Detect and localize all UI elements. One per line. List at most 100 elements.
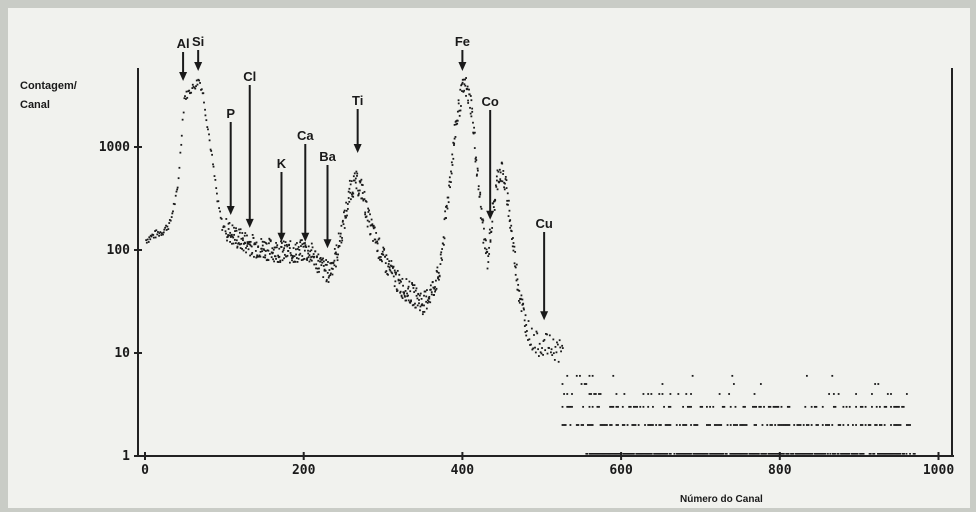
tail-point	[650, 393, 653, 395]
tail-point	[786, 424, 789, 426]
tail-point	[782, 424, 784, 426]
tail-point	[626, 424, 629, 426]
baseline-point	[602, 453, 604, 455]
data-point	[314, 250, 317, 253]
data-point	[368, 209, 370, 212]
data-point	[382, 246, 385, 249]
data-point	[390, 260, 393, 262]
data-point	[272, 251, 274, 254]
data-point	[355, 170, 358, 173]
data-point	[302, 242, 305, 245]
data-point	[260, 238, 263, 240]
tail-point	[752, 405, 754, 408]
data-point	[513, 245, 516, 248]
baseline-point	[790, 453, 792, 455]
tail-point	[588, 393, 591, 395]
data-point	[280, 240, 282, 243]
data-point	[448, 184, 450, 187]
baseline-point	[659, 453, 661, 455]
data-point	[195, 85, 197, 88]
baseline-point	[619, 453, 622, 455]
data-point	[275, 258, 277, 260]
data-point	[450, 161, 453, 164]
data-point	[400, 295, 403, 298]
data-point	[365, 215, 368, 218]
tail-point	[815, 405, 818, 408]
baseline-point	[824, 453, 827, 455]
annotation-label: Si	[192, 34, 204, 49]
data-point	[450, 170, 452, 173]
baseline-point	[711, 453, 714, 455]
data-point	[280, 246, 283, 248]
data-point	[210, 150, 213, 152]
baseline-point	[779, 453, 782, 455]
baseline-point	[637, 453, 640, 455]
data-point	[281, 242, 283, 244]
data-point	[181, 118, 184, 121]
data-point	[311, 255, 314, 258]
tail-point	[648, 424, 651, 426]
data-point	[453, 137, 456, 140]
data-point	[378, 256, 381, 259]
data-point	[318, 267, 320, 270]
data-point	[512, 237, 514, 239]
data-point	[297, 257, 300, 260]
data-point	[464, 78, 466, 81]
baseline-point	[640, 453, 642, 455]
annotation-arrow-head	[540, 311, 549, 321]
tail-point	[894, 405, 897, 408]
data-point	[264, 250, 267, 252]
data-point	[430, 291, 433, 294]
tail-point	[685, 393, 688, 395]
data-point	[405, 278, 408, 280]
baseline-point	[881, 453, 884, 455]
baseline-point	[821, 453, 823, 455]
baseline-point	[596, 453, 598, 455]
data-point	[347, 197, 350, 199]
tail-point	[606, 424, 608, 426]
baseline-point	[754, 453, 757, 455]
data-point	[412, 287, 415, 289]
tail-point	[604, 424, 607, 426]
tail-point	[837, 393, 840, 395]
data-point	[233, 238, 236, 241]
tail-point	[775, 405, 778, 408]
data-point	[515, 279, 518, 282]
data-point	[474, 157, 477, 160]
annotation-label: P	[226, 106, 235, 121]
annotation-p: P	[226, 106, 235, 215]
data-point	[286, 245, 289, 248]
tail-point	[894, 424, 897, 426]
data-point	[391, 272, 394, 275]
data-point	[350, 180, 353, 183]
baseline-point	[861, 453, 864, 455]
baseline-point	[748, 453, 751, 455]
data-point	[453, 142, 456, 145]
baseline-point	[705, 453, 708, 455]
data-point	[380, 258, 383, 261]
annotation-ba: Ba	[319, 149, 337, 249]
data-point	[321, 258, 324, 261]
data-point	[502, 170, 505, 172]
data-point	[463, 89, 466, 92]
data-point	[458, 114, 461, 117]
baseline-point	[803, 453, 806, 455]
data-point	[268, 238, 271, 241]
baseline-point	[782, 453, 785, 455]
tail-point	[580, 424, 583, 426]
data-point	[327, 276, 330, 279]
data-point	[284, 244, 286, 247]
baseline-point	[702, 453, 704, 455]
data-points	[145, 77, 916, 455]
data-point	[302, 245, 305, 248]
data-point	[488, 246, 490, 249]
baseline-point	[848, 453, 851, 455]
data-point	[366, 219, 369, 222]
tail-point	[839, 424, 842, 426]
tail-point	[599, 393, 602, 395]
tail-point	[763, 405, 765, 408]
data-point	[517, 299, 520, 302]
tail-point	[777, 424, 780, 426]
baseline-point	[738, 453, 741, 455]
data-point	[173, 203, 176, 206]
